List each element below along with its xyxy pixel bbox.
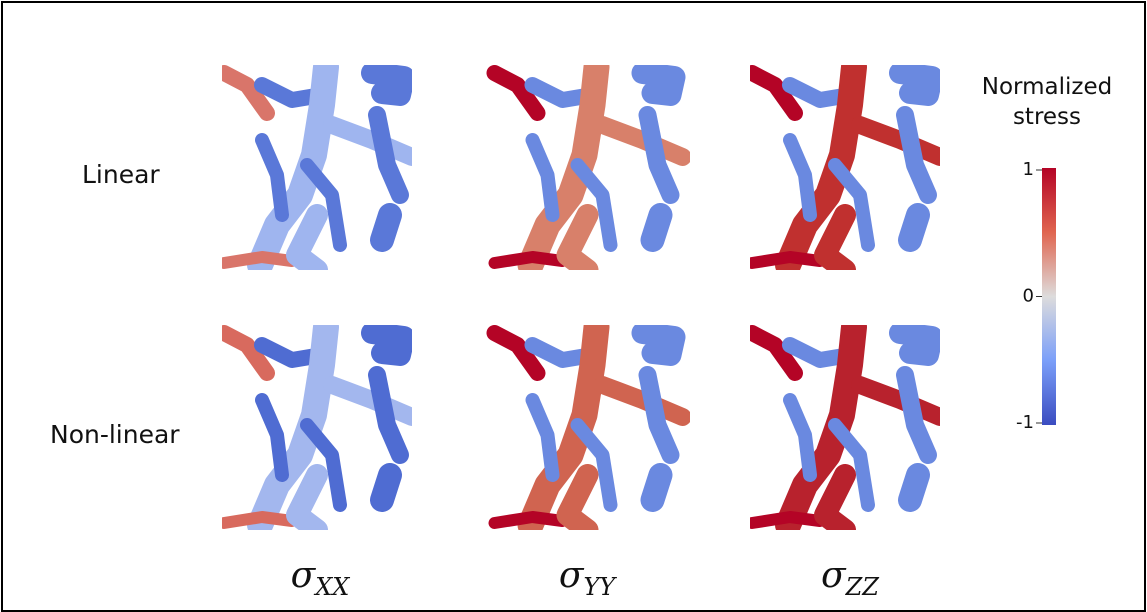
- symbol: σ: [821, 555, 846, 596]
- tick-label: -1: [1016, 412, 1034, 433]
- row-label: Linear: [82, 160, 160, 189]
- figure: 10-1 Linear Non-linear σXX σYY σZZ Norma…: [0, 0, 1147, 612]
- stress-maps: [224, 67, 940, 530]
- map-nonlinear-yy: [495, 327, 683, 530]
- symbol: σ: [291, 555, 316, 596]
- column-label: σZZ: [750, 555, 950, 601]
- subscript: ZZ: [846, 573, 879, 601]
- subscript: YY: [583, 573, 615, 601]
- map-nonlinear-zz: [752, 327, 940, 530]
- tick-label: 0: [1023, 286, 1034, 307]
- map-nonlinear-xx: [224, 327, 412, 530]
- symbol: σ: [559, 555, 584, 596]
- colorbar: [1042, 168, 1056, 425]
- colorbar-ticks: 1 0 -1: [1016, 159, 1042, 433]
- colorbar-title: Normalized stress: [955, 72, 1139, 132]
- tick-label: 1: [1023, 159, 1034, 180]
- map-linear-xx: [224, 67, 412, 270]
- map-linear-zz: [752, 67, 940, 270]
- map-linear-yy: [495, 67, 683, 270]
- column-label: σXX: [220, 555, 420, 601]
- subscript: XX: [315, 573, 349, 601]
- row-label: Non-linear: [50, 420, 180, 449]
- column-label: σYY: [487, 555, 687, 601]
